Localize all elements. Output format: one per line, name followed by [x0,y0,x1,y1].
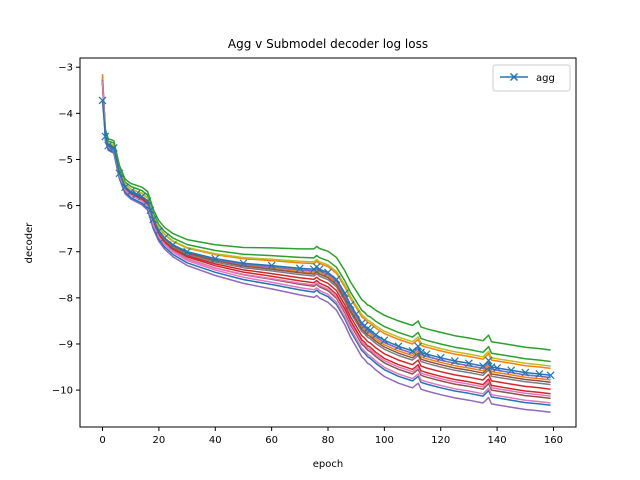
agg-point-marker [101,132,110,141]
axis-ticks: 0 20 40 60 80 100 120 140 160 −3 −4 −5 −6 −7 −8 −9 −10 [52,63,563,446]
y-tick-label: −5 [58,155,73,166]
agg-point-marker [414,342,423,351]
x-tick-label: 20 [153,435,166,446]
x-tick-label: 140 [488,435,507,446]
x-tick-label: 80 [322,435,335,446]
agg-point-marker [267,261,276,270]
agg-point-marker [138,192,146,201]
y-tick-label: −3 [58,63,73,74]
legend-label-agg: agg [536,73,555,84]
x-tick-label: 40 [209,435,222,446]
agg-point-marker [239,259,248,268]
agg-point-marker [521,368,530,377]
agg-point-marker [295,264,304,273]
agg-point-marker [422,350,431,359]
agg-point-marker [332,275,341,284]
plot-lines [98,74,555,413]
legend: agg [492,64,571,92]
agg-point-marker [507,366,516,375]
series-line-submodel-13 [101,81,551,395]
agg-point-marker [493,364,502,372]
y-tick-label: −4 [58,109,73,120]
agg-point-marker [98,96,107,105]
agg-point-marker [183,247,192,256]
agg-point-marker [109,144,118,152]
agg-point-marker [324,268,332,277]
agg-point-marker [346,300,355,309]
agg-point-marker [417,348,425,357]
series-line-submodel-16 [101,81,551,404]
agg-point-marker [146,206,155,215]
series-line-submodel-4 [101,83,551,413]
y-tick-label: −8 [58,293,73,304]
x-tick-label: 160 [544,435,563,446]
x-tick-label: 60 [265,435,278,446]
agg-point-marker [380,336,389,345]
chart-title: Agg v Submodel decoder log loss [228,37,428,51]
agg-point-marker [340,289,349,298]
agg-point-marker [132,190,141,198]
agg-point-marker [169,240,177,249]
y-tick-label: −9 [58,339,73,350]
agg-point-marker [143,197,152,205]
agg-point-marker [394,342,403,351]
agg-point-marker [546,371,555,380]
y-tick-label: −10 [52,386,73,397]
series-line-submodel-10 [101,81,551,407]
x-tick-label: 0 [99,435,105,446]
agg-point-marker [484,356,493,365]
agg-point-marker [464,359,473,368]
agg-point-marker [211,254,220,263]
legend-box [492,64,571,92]
agg-point-marker [450,357,459,365]
series-line-submodel-12 [101,80,551,351]
agg-point-marker [149,215,158,224]
y-tick-label: −7 [58,247,73,258]
plot-frame [79,57,577,428]
agg-point-marker [436,353,445,362]
agg-point-marker [352,310,361,318]
x-tick-label: 100 [375,435,394,446]
series-line-submodel-8 [101,77,551,367]
x-tick-label: 120 [431,435,450,446]
agg-point-marker [154,227,163,235]
agg-point-marker [315,265,324,274]
agg-point-marker [160,233,169,242]
x-axis-label: epoch [313,459,343,470]
agg-point-marker [371,330,380,339]
agg-point-marker [408,346,417,355]
legend-marker-x-icon [509,72,519,82]
agg-point-marker [115,169,124,178]
agg-point-marker [121,183,130,192]
series-line-submodel-2 [101,81,551,363]
agg-point-marker [126,187,135,196]
y-axis-label: decoder [24,222,35,264]
agg-point-marker [366,326,375,335]
agg-point-marker [104,141,113,150]
y-tick-label: −6 [58,201,73,212]
agg-point-marker [535,370,544,378]
